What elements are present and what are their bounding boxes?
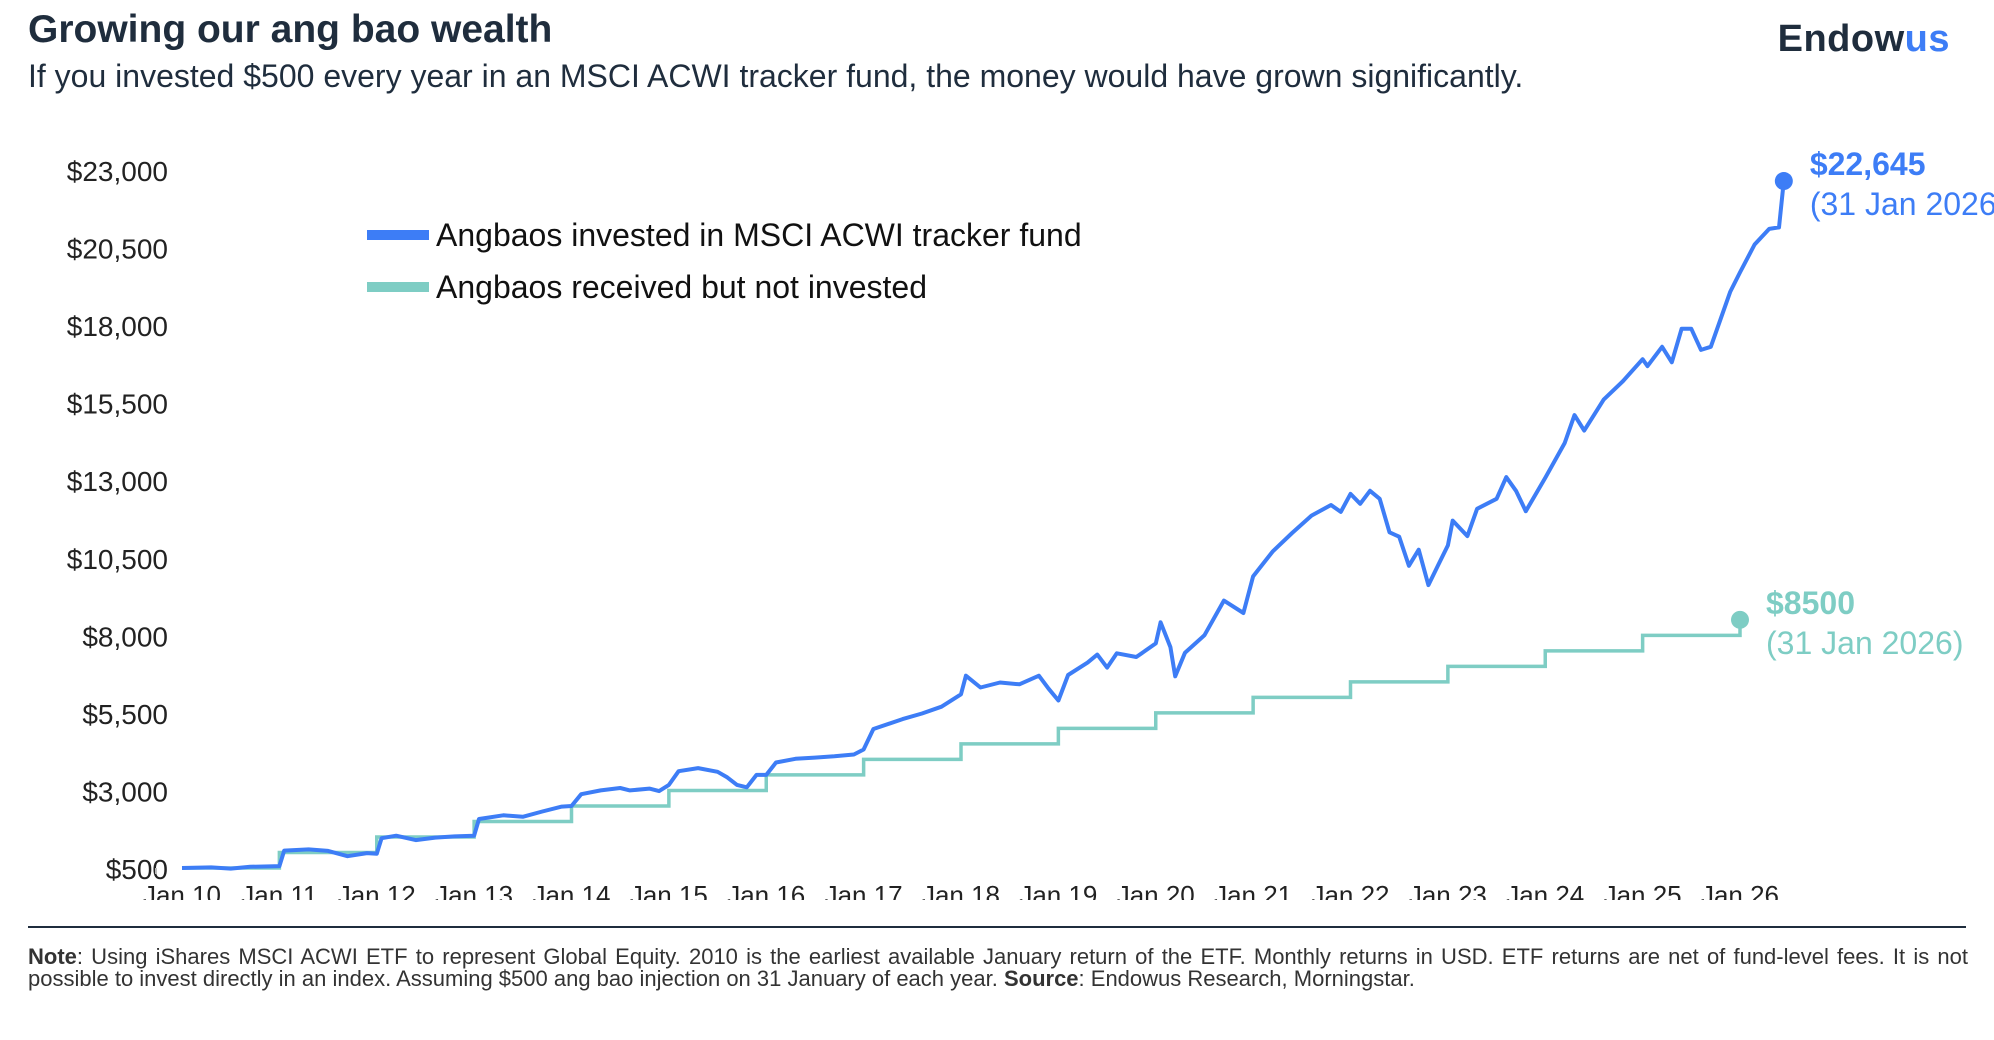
chart-title: Growing our ang bao wealth — [28, 8, 553, 51]
footer-divider — [28, 926, 1966, 928]
note-label: Note — [28, 944, 77, 969]
invested-end-value: $22,645 — [1810, 146, 1926, 182]
note-text: : Using iShares MSCI ACWI ETF to represe… — [28, 944, 1968, 991]
y-tick-label: $3,000 — [82, 776, 168, 807]
x-tick-label: Jan 13 — [435, 880, 513, 900]
not-invested-end-value: $8500 — [1766, 585, 1855, 621]
y-tick-label: $13,000 — [67, 466, 168, 497]
chart-subtitle: If you invested $500 every year in an MS… — [28, 58, 1524, 94]
x-tick-label: Jan 10 — [143, 880, 221, 900]
x-tick-label: Jan 17 — [825, 880, 903, 900]
x-tick-label: Jan 24 — [1506, 880, 1584, 900]
not-invested-end-date: (31 Jan 2026) — [1766, 625, 1963, 661]
y-axis: $500 $3,000 $5,500 $8,000 $10,500 $13,000 $15,… — [67, 156, 168, 885]
x-tick-label: Jan 23 — [1409, 880, 1487, 900]
x-tick-label: Jan 26 — [1701, 880, 1779, 900]
y-tick-label: $23,000 — [67, 156, 168, 187]
line-chart: $500 $3,000 $5,500 $8,000 $10,500 $13,000 $15,… — [67, 146, 1994, 900]
x-tick-label: Jan 20 — [1117, 880, 1195, 900]
y-tick-label: $18,000 — [67, 311, 168, 342]
logo-main-text: Endow — [1777, 18, 1905, 60]
endowus-logo: Endowus — [1778, 18, 1950, 61]
x-tick-label: Jan 22 — [1311, 880, 1389, 900]
series-invested-line — [181, 180, 1786, 871]
y-tick-label: $10,500 — [67, 544, 168, 575]
x-tick-label: Jan 19 — [1019, 880, 1097, 900]
not-invested-end-dot — [1731, 610, 1749, 629]
x-axis: Jan 10 Jan 11 Jan 12 Jan 13 Jan 14 Jan 15 Jan … — [143, 868, 1779, 900]
legend-swatch-not-invested — [367, 282, 429, 292]
x-tick-label: Jan 25 — [1604, 880, 1682, 900]
source-label: Source — [1003, 966, 1079, 991]
source-text: : Endowus Research, Morningstar. — [1078, 966, 1415, 991]
series-not-invested-line — [182, 619, 1742, 870]
x-tick-label: Jan 11 — [241, 880, 317, 900]
chart-legend: Angbaos invested in MSCI ACWI tracker fu… — [367, 217, 1082, 305]
invested-end-date: (31 Jan 2026) — [1810, 186, 1994, 222]
x-tick-label: Jan 15 — [630, 880, 708, 900]
x-tick-label: Jan 18 — [922, 880, 1000, 900]
invested-end-dot — [1774, 172, 1793, 191]
x-tick-label: Jan 12 — [338, 880, 416, 900]
end-annotations: $22,645 (31 Jan 2026) $8500 (31 Jan 2026) — [1731, 146, 1994, 661]
legend-label-invested: Angbaos invested in MSCI ACWI tracker fu… — [436, 217, 1082, 253]
y-tick-label: $8,000 — [82, 621, 168, 652]
logo-accent-text: us — [1904, 18, 1950, 60]
x-tick-label: Jan 14 — [532, 880, 610, 900]
x-tick-label: Jan 16 — [727, 880, 805, 900]
y-tick-label: $500 — [106, 854, 168, 885]
series-layer — [181, 180, 1786, 871]
y-tick-label: $20,500 — [67, 234, 168, 265]
y-tick-label: $15,500 — [67, 389, 168, 420]
y-tick-label: $5,500 — [82, 699, 168, 730]
footnote: Note: Using iShares MSCI ACWI ETF to rep… — [28, 946, 1968, 990]
legend-label-not-invested: Angbaos received but not invested — [436, 269, 927, 305]
x-tick-label: Jan 21 — [1214, 880, 1292, 900]
legend-swatch-invested — [367, 230, 429, 240]
